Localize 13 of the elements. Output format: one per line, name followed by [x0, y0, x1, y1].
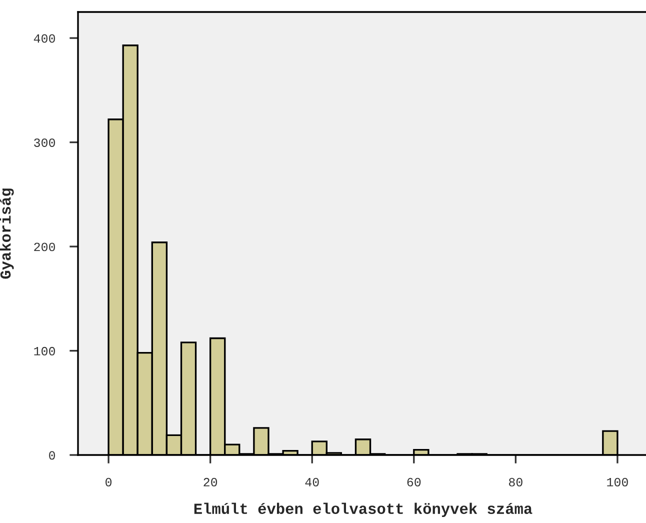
x-tick-label: 40	[305, 478, 319, 486]
y-tick-label: 100	[34, 346, 56, 356]
y-tick-label: 400	[34, 34, 56, 43]
x-tick-label: 0	[106, 478, 112, 486]
x-tick-label: 60	[407, 478, 421, 486]
x-tick-label: 20	[204, 478, 218, 486]
x-tick-label: 100	[607, 478, 628, 486]
y-axis-title: Gyakoriság	[0, 188, 14, 279]
x-axis-title: Elmúlt évben elolvasott könyvek száma	[194, 502, 532, 518]
y-tick-label: 0	[49, 451, 56, 460]
y-tick-label: 300	[34, 138, 56, 147]
x-tick-label: 80	[508, 478, 522, 486]
y-tick-label: 200	[34, 242, 56, 252]
